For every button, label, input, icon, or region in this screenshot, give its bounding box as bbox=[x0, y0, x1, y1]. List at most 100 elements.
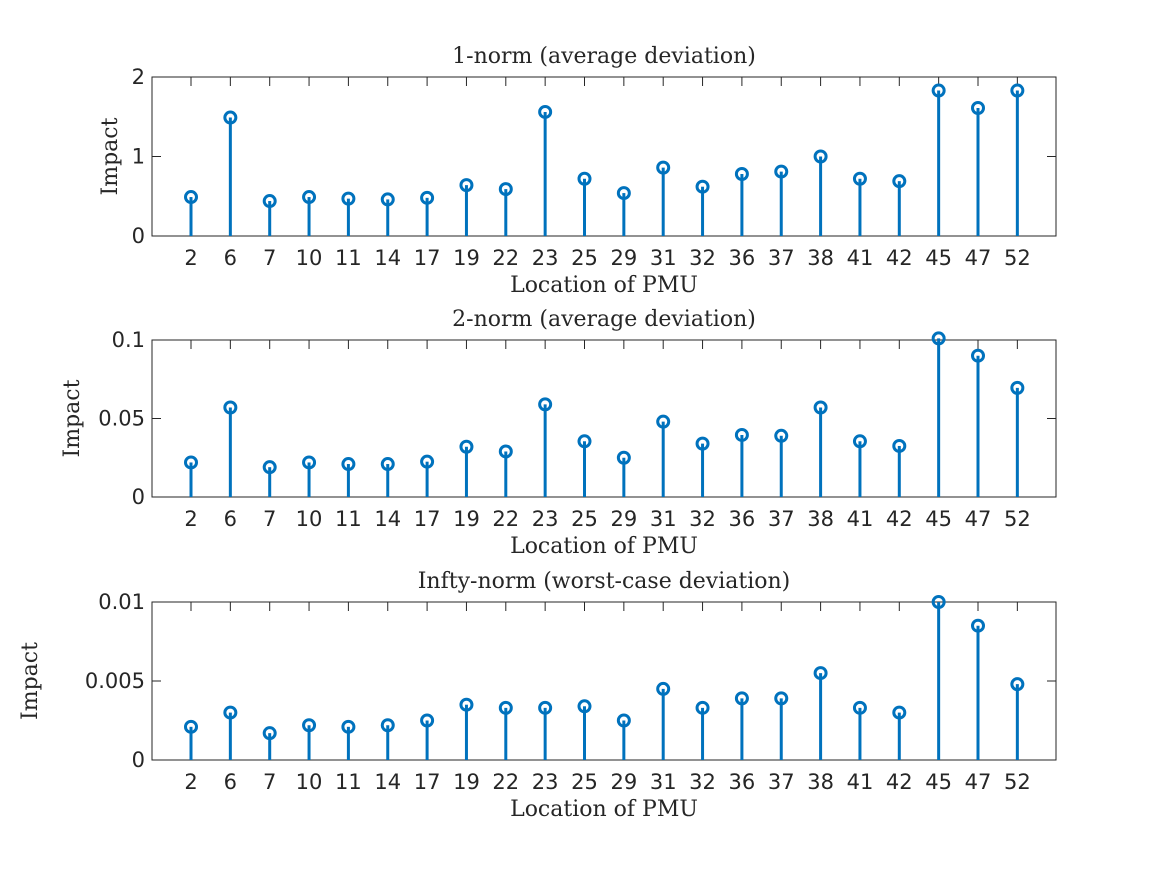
x-axis-label: Location of PMU bbox=[510, 273, 698, 298]
stem-marker bbox=[734, 691, 749, 706]
xtick-label: 25 bbox=[571, 246, 598, 270]
stem-marker bbox=[420, 454, 435, 469]
stem-marker bbox=[184, 719, 198, 734]
stem-marker bbox=[734, 427, 749, 442]
xtick-label: 11 bbox=[335, 246, 362, 270]
y-axis-label: Impact bbox=[60, 379, 85, 457]
stem-marker bbox=[223, 705, 238, 720]
subplot-1: 1-norm (average deviation) 0 1 2 Impact 2 6 7 10… bbox=[98, 44, 1057, 298]
stem-marker bbox=[341, 191, 356, 206]
stem-marker bbox=[577, 171, 592, 186]
stem-marker bbox=[656, 160, 671, 175]
xtick-label: 2 bbox=[184, 507, 197, 531]
stem-marker bbox=[813, 149, 828, 164]
xtick-label: 45 bbox=[925, 507, 952, 531]
subplot-title: 1-norm (average deviation) bbox=[452, 44, 756, 69]
xtick-label: 19 bbox=[453, 246, 480, 270]
stem-marker bbox=[852, 700, 867, 715]
stem-marker bbox=[420, 190, 435, 205]
xtick-label: 23 bbox=[532, 246, 559, 270]
xtick-label: 36 bbox=[729, 246, 756, 270]
xtick-label: 7 bbox=[263, 770, 276, 794]
xtick-label: 31 bbox=[650, 246, 677, 270]
stem-marker bbox=[302, 190, 317, 205]
stem-marker bbox=[734, 166, 749, 181]
ytick-label: 0.1 bbox=[112, 328, 145, 352]
xtick-label: 10 bbox=[296, 770, 323, 794]
xtick-label: 47 bbox=[965, 507, 992, 531]
stem-marker bbox=[892, 705, 907, 720]
stem-marker bbox=[223, 400, 238, 415]
xtick-label: 42 bbox=[886, 246, 913, 270]
stem-marker bbox=[656, 681, 671, 696]
xtick-label: 11 bbox=[335, 507, 362, 531]
stem-marker bbox=[341, 457, 356, 472]
xtick-label: 42 bbox=[886, 507, 913, 531]
stem-marker bbox=[302, 455, 317, 470]
ytick-label: 0 bbox=[132, 485, 145, 509]
ytick-label: 2 bbox=[132, 65, 145, 89]
stem-marker bbox=[380, 718, 395, 733]
stem-marker bbox=[302, 718, 317, 733]
stem-marker bbox=[341, 719, 356, 734]
stem-marker bbox=[971, 101, 985, 116]
xtick-label: 19 bbox=[453, 507, 480, 531]
ytick-label: 0.05 bbox=[98, 407, 145, 431]
stem-marker bbox=[774, 428, 789, 443]
stem-marker bbox=[931, 83, 946, 98]
stem-marker bbox=[852, 171, 867, 186]
xtick-label: 32 bbox=[689, 507, 716, 531]
stem-marker bbox=[695, 700, 710, 715]
xtick-label: 25 bbox=[571, 770, 598, 794]
xtick-label: 6 bbox=[224, 770, 237, 794]
xtick-label: 41 bbox=[847, 770, 874, 794]
xtick-label: 36 bbox=[729, 770, 756, 794]
xtick-label: 23 bbox=[532, 507, 559, 531]
stem-marker bbox=[1010, 83, 1025, 98]
stem-marker bbox=[380, 457, 395, 472]
xtick-label: 38 bbox=[807, 507, 834, 531]
stem-marker bbox=[616, 450, 631, 465]
stem-marker bbox=[971, 348, 985, 363]
stem-marker bbox=[498, 700, 513, 715]
stem-marker bbox=[380, 192, 395, 207]
y-axis-label: Impact bbox=[18, 642, 43, 720]
stem-marker bbox=[577, 699, 592, 714]
stem-marker bbox=[774, 691, 789, 706]
stem-marker bbox=[262, 194, 277, 209]
axes-box bbox=[151, 339, 1057, 498]
xtick-label: 32 bbox=[689, 246, 716, 270]
stem-marker bbox=[538, 700, 553, 715]
y-axis-label: Impact bbox=[98, 117, 123, 195]
stem-marker bbox=[892, 174, 907, 189]
stem-marker bbox=[498, 444, 513, 459]
subplot-title: Infty-norm (worst-case deviation) bbox=[418, 569, 791, 594]
ytick-label: 0 bbox=[132, 224, 145, 248]
xtick-label: 52 bbox=[1004, 770, 1031, 794]
stem-marker bbox=[892, 438, 907, 453]
stem-marker bbox=[774, 164, 789, 179]
stem-marker bbox=[184, 455, 198, 470]
stem-marker bbox=[262, 726, 277, 741]
stem-marker bbox=[1010, 380, 1025, 395]
xtick-label: 22 bbox=[492, 246, 519, 270]
xtick-label: 29 bbox=[610, 246, 637, 270]
subplot-2: 2-norm (average deviation) 0 0.05 0.1 Impact… bbox=[60, 307, 1057, 559]
xtick-label: 31 bbox=[650, 770, 677, 794]
xtick-label: 45 bbox=[925, 246, 952, 270]
xtick-label: 6 bbox=[224, 507, 237, 531]
ytick-label: 0.01 bbox=[98, 590, 145, 614]
stem-marker bbox=[223, 110, 238, 125]
xtick-label: 29 bbox=[610, 770, 637, 794]
xtick-label: 38 bbox=[807, 770, 834, 794]
xtick-label: 14 bbox=[374, 507, 401, 531]
xtick-label: 37 bbox=[768, 246, 795, 270]
xtick-label: 14 bbox=[374, 770, 401, 794]
stem-marker bbox=[852, 434, 867, 449]
xtick-label: 47 bbox=[965, 246, 992, 270]
xtick-label: 17 bbox=[414, 507, 441, 531]
stem-marker bbox=[616, 713, 631, 728]
stem-marker bbox=[813, 400, 828, 415]
xtick-label: 52 bbox=[1004, 507, 1031, 531]
